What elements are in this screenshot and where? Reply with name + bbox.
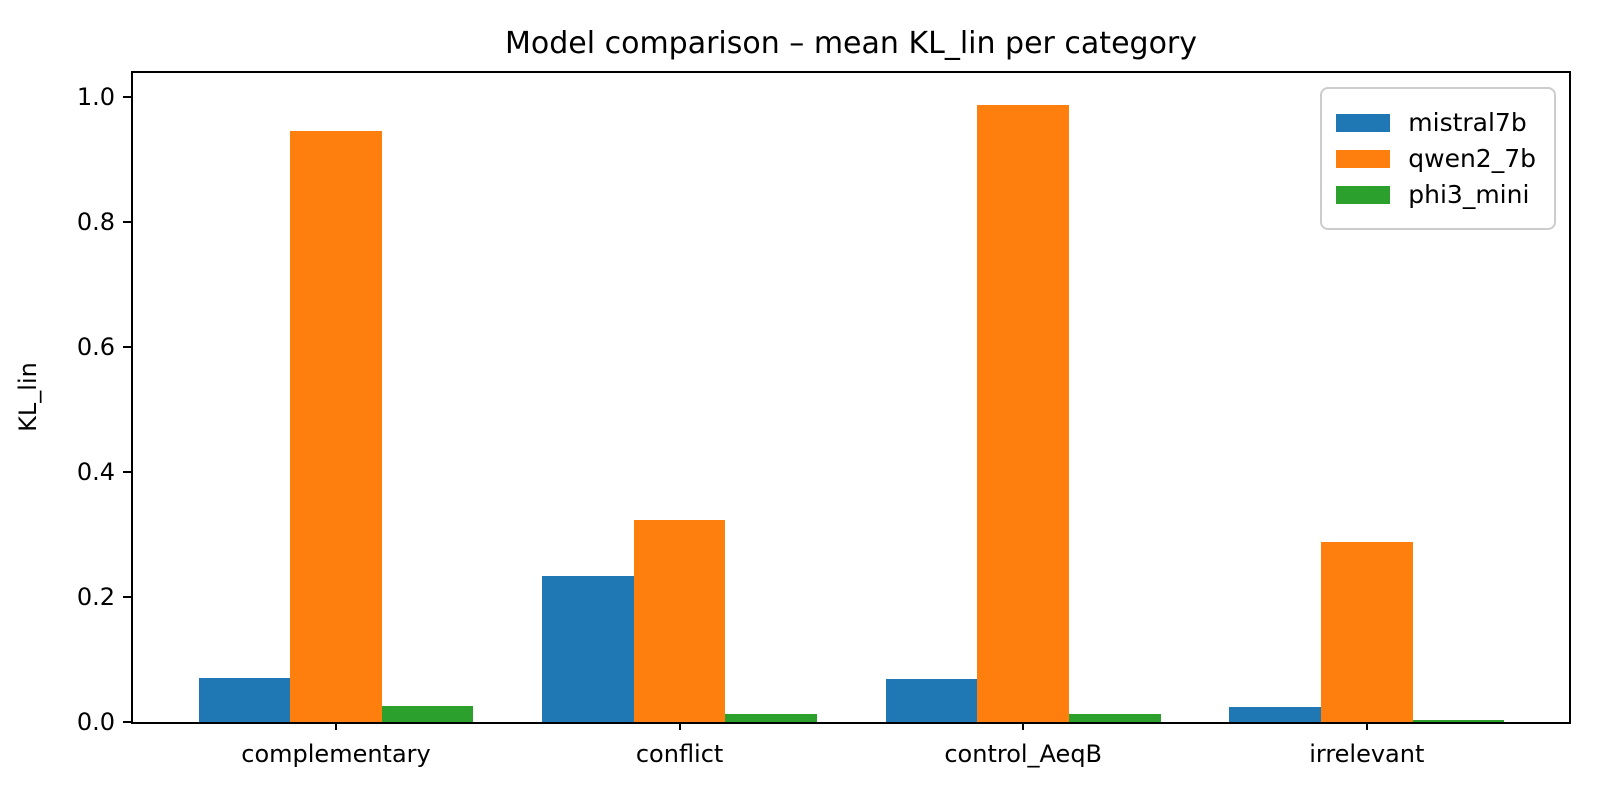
legend-swatch-mistral7b <box>1336 113 1391 132</box>
y-tick-label-1.0: 1.0 <box>76 82 115 111</box>
legend-item-phi3_mini: phi3_mini <box>1336 180 1536 209</box>
x-tick-label-complementary: complementary <box>241 740 431 768</box>
y-tick-mark-0.4 <box>123 470 131 473</box>
x-tick-mark-control_AeqB <box>1022 722 1025 730</box>
bar-mistral7b-control_AeqB <box>885 678 978 722</box>
bar-qwen2_7b-complementary <box>290 131 382 722</box>
plot-area: mistral7b qwen2_7b phi3_mini <box>131 71 1571 724</box>
y-tick-mark-0.0 <box>123 721 131 723</box>
bar-qwen2_7b-irrelevant <box>1321 541 1413 722</box>
bar-mistral7b-conflict <box>542 576 634 722</box>
legend-item-mistral7b: mistral7b <box>1336 108 1536 137</box>
x-tick-mark-complementary <box>335 722 337 730</box>
legend-swatch-phi3_mini <box>1336 185 1391 204</box>
bar-phi3_mini-conflict <box>725 713 817 722</box>
y-tick-label-0.6: 0.6 <box>76 332 115 361</box>
y-axis-label: KL_lin <box>14 362 42 432</box>
y-tick-label-0.4: 0.4 <box>76 457 115 486</box>
bar-qwen2_7b-conflict <box>633 520 726 722</box>
x-tick-mark-conflict <box>678 722 681 730</box>
legend-label-qwen2_7b: qwen2_7b <box>1408 144 1536 173</box>
bar-mistral7b-complementary <box>198 677 291 722</box>
legend-label-phi3_mini: phi3_mini <box>1408 180 1530 209</box>
bar-phi3_mini-control_AeqB <box>1069 713 1161 722</box>
x-tick-label-irrelevant: irrelevant <box>1309 740 1425 768</box>
y-tick-mark-1.0 <box>123 95 131 98</box>
y-tick-mark-0.6 <box>123 345 131 348</box>
y-tick-label-0.8: 0.8 <box>76 207 115 236</box>
legend-item-qwen2_7b: qwen2_7b <box>1336 144 1536 173</box>
bar-phi3_mini-irrelevant <box>1412 720 1505 722</box>
y-tick-label-0.0: 0.0 <box>76 708 115 736</box>
bar-qwen2_7b-control_AeqB <box>977 104 1069 722</box>
y-tick-mark-0.2 <box>123 595 131 598</box>
legend-swatch-qwen2_7b <box>1336 149 1391 168</box>
legend: mistral7b qwen2_7b phi3_mini <box>1320 87 1556 230</box>
x-tick-label-conflict: conflict <box>635 740 724 768</box>
y-tick-label-0.2: 0.2 <box>76 582 115 611</box>
x-tick-label-control_AeqB: control_AeqB <box>944 740 1103 768</box>
bar-phi3_mini-complementary <box>381 705 474 722</box>
x-tick-mark-irrelevant <box>1365 722 1368 730</box>
bar-mistral7b-irrelevant <box>1229 707 1321 722</box>
y-tick-mark-0.8 <box>123 220 131 223</box>
chart-title: Model comparison – mean KL_lin per categ… <box>504 26 1198 61</box>
legend-label-mistral7b: mistral7b <box>1408 108 1527 137</box>
